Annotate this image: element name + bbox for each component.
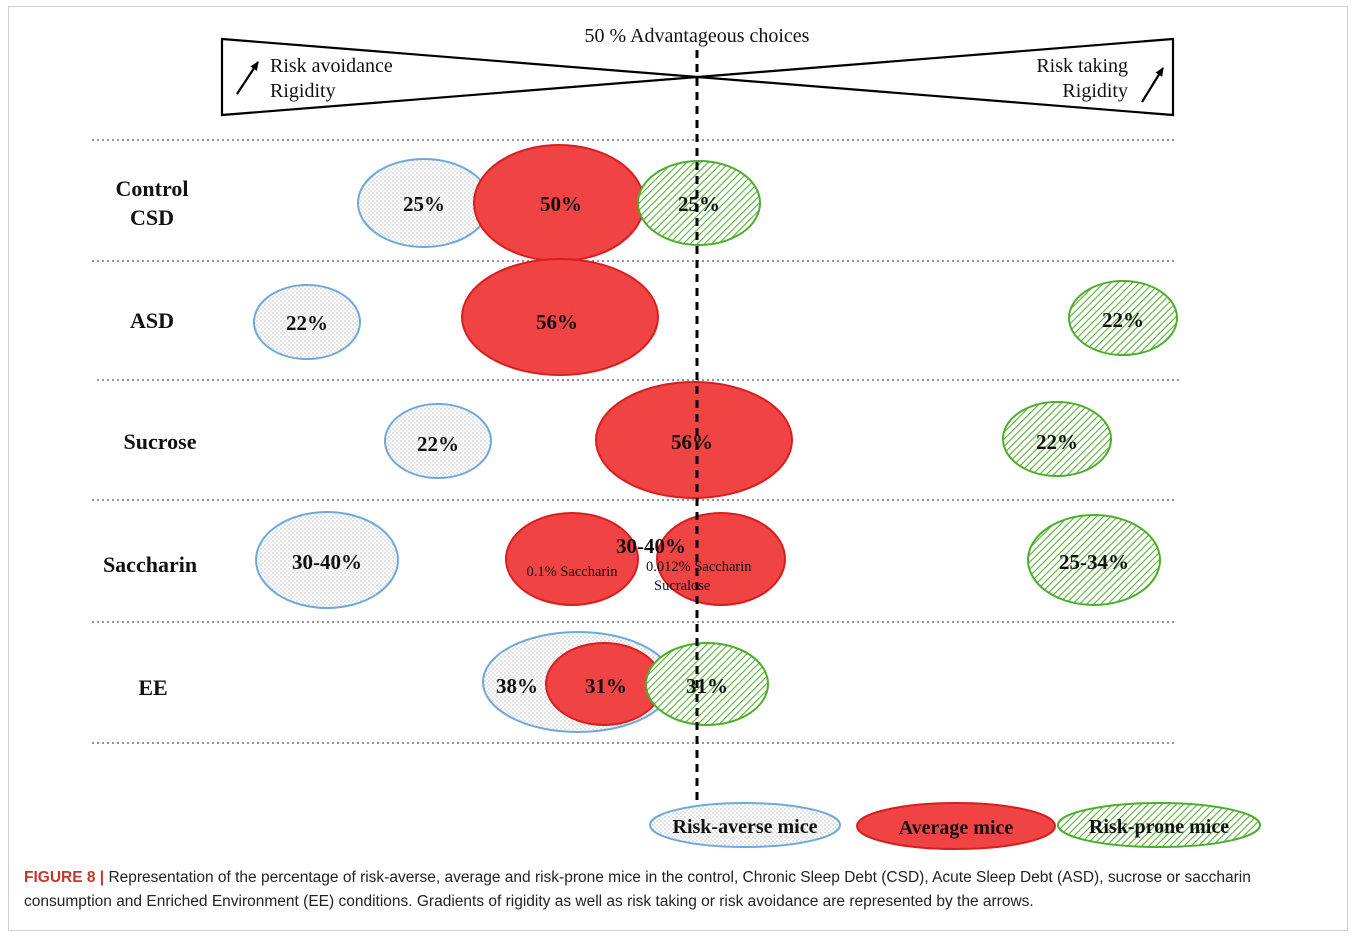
average-percent: 50%	[540, 192, 582, 216]
average-ellipse-right	[656, 512, 786, 606]
average-percent: 30-40%	[616, 534, 686, 558]
average-ellipse	[461, 258, 659, 376]
legend-average-label: Average mice	[899, 817, 1014, 839]
average-percent: 31%	[585, 674, 627, 698]
legend-average-swatch	[856, 802, 1056, 850]
risk-averse-ellipse	[384, 403, 492, 479]
caption-text: Representation of the percentage of risk…	[24, 869, 1251, 910]
risk-taking-label: Risk taking	[1036, 55, 1128, 77]
risk-averse-ellipse	[253, 284, 361, 360]
legend-risk-averse-swatch	[649, 802, 841, 848]
row-separators	[92, 139, 1180, 744]
average-ellipse	[595, 381, 793, 499]
risk-prone-percent: 31%	[686, 674, 728, 698]
risk-prone-percent: 22%	[1036, 430, 1078, 454]
legend: Risk-averse mice Average mice Risk-prone…	[649, 802, 1261, 850]
center-label: 50 % Advantageous choices	[585, 25, 810, 47]
rigidity-left-label: Rigidity	[270, 80, 336, 102]
rigidity-right-label: Rigidity	[1062, 80, 1128, 102]
risk-prone-ellipse	[645, 642, 769, 726]
row-label-second-line: CSD	[130, 205, 174, 230]
average-right-note: 0.012% Saccharin	[646, 559, 752, 575]
risk-taking-arrow	[1141, 67, 1164, 103]
risk-avoidance-label: Risk avoidance	[270, 55, 393, 77]
row-label: EE	[138, 675, 167, 700]
risk-prone-ellipse	[1027, 514, 1161, 606]
average-right-note-second-line: Sucralose	[654, 578, 710, 594]
average-percent: 56%	[671, 430, 713, 454]
figure-caption: FIGURE 8 | Representation of the percent…	[24, 866, 1324, 914]
row-control-csd: Control CSD 25% 50% 25%	[116, 144, 761, 262]
risk-prone-percent: 25%	[678, 192, 720, 216]
row-saccharin: Saccharin 30-40% 30-40% 0.1% Saccharin 0…	[103, 511, 1161, 609]
risk-averse-percent: 22%	[286, 311, 328, 335]
risk-prone-ellipse	[1002, 401, 1112, 477]
row-label: Control	[116, 176, 189, 201]
rigidity-gradient-header: 50 % Advantageous choices Risk avoidance…	[220, 25, 1175, 117]
average-ellipse-left	[505, 512, 639, 606]
legend-risk-prone-swatch	[1057, 802, 1261, 848]
row-asd: ASD 22% 56% 22%	[130, 258, 1178, 376]
average-percent: 56%	[536, 310, 578, 334]
risk-averse-percent: 22%	[417, 432, 459, 456]
risk-prone-ellipse	[1068, 280, 1178, 356]
row-label: ASD	[130, 308, 174, 333]
caption-lead: FIGURE 8 |	[24, 869, 105, 886]
legend-risk-prone-label: Risk-prone mice	[1089, 816, 1229, 838]
risk-averse-percent: 30-40%	[292, 550, 362, 574]
gradient-cross-shape	[220, 37, 1175, 117]
risk-prone-percent: 25-34%	[1059, 550, 1129, 574]
risk-averse-percent: 25%	[403, 192, 445, 216]
risk-prone-ellipse	[637, 160, 761, 246]
row-sucrose: Sucrose 22% 56% 22%	[124, 381, 1112, 499]
risk-prone-percent: 22%	[1102, 308, 1144, 332]
figure-frame	[8, 6, 1348, 931]
row-label: Saccharin	[103, 552, 197, 577]
average-left-note: 0.1% Saccharin	[527, 564, 619, 580]
risk-averse-percent: 38%	[496, 674, 538, 698]
legend-risk-averse-label: Risk-averse mice	[673, 816, 818, 838]
risk-averse-ellipse	[255, 511, 399, 609]
row-label: Sucrose	[124, 429, 197, 454]
row-ee: EE 38% 31% 31%	[138, 631, 769, 733]
risk-avoidance-arrow	[236, 61, 259, 95]
